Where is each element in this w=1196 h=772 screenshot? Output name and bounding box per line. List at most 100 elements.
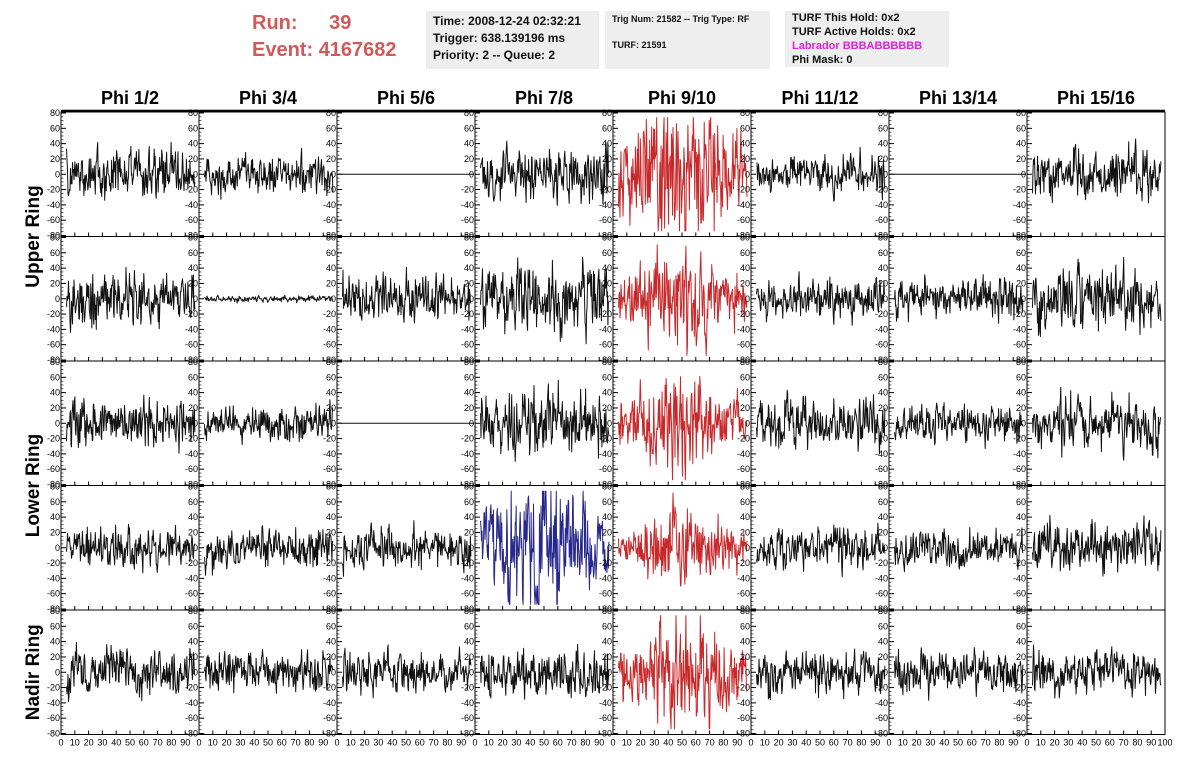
y-tick-label: 80 [188, 606, 198, 616]
y-tick-label: 40 [464, 512, 474, 522]
y-tick-label: 80 [50, 233, 60, 243]
x-tick-label: 30 [511, 738, 521, 748]
x-tick-label: 20 [774, 738, 784, 748]
waveform-panel: -80 -60 -40 -20 0 20 40 60 80 [185, 233, 338, 365]
y-tick-label: -20 [185, 185, 198, 195]
y-tick-label: -40 [47, 573, 60, 583]
x-tick-label: 60 [967, 738, 977, 748]
y-tick-label: 60 [878, 497, 888, 507]
y-tick-label: -60 [599, 464, 612, 474]
y-tick-label: -60 [599, 215, 612, 225]
y-tick-label: -40 [1013, 324, 1026, 334]
y-tick-label: 80 [878, 482, 888, 492]
waveform-panel: -80 -60 -40 -20 0 20 40 60 80 [47, 233, 200, 365]
x-tick-label: 30 [235, 738, 245, 748]
waveform-trace [204, 649, 334, 694]
y-tick-label: -60 [737, 713, 750, 723]
y-tick-label: 40 [188, 139, 198, 149]
y-tick-label: -40 [323, 449, 336, 459]
x-tick-label: 70 [429, 738, 439, 748]
y-tick-label: 20 [188, 154, 198, 164]
waveform-panel: -80 -60 -40 -20 0 20 40 60 80 [47, 482, 200, 614]
y-tick-label: -20 [1013, 309, 1026, 319]
y-tick-label: 0 [607, 294, 612, 304]
y-tick-label: 80 [188, 233, 198, 243]
y-tick-label: -80 [323, 355, 336, 365]
y-tick-label: 20 [1016, 278, 1026, 288]
x-tick-label: 10 [70, 738, 80, 748]
y-tick-label: -20 [599, 185, 612, 195]
y-tick-label: -40 [1013, 200, 1026, 210]
waveform-trace [618, 244, 748, 356]
y-tick-label: -20 [461, 434, 474, 444]
y-tick-label: -20 [185, 683, 198, 693]
y-tick-label: 20 [188, 403, 198, 413]
y-tick-label: -40 [875, 449, 888, 459]
y-tick-label: 40 [602, 139, 612, 149]
y-tick-label: 0 [331, 543, 336, 553]
panel-frame [474, 609, 614, 735]
waveform-trace [1032, 138, 1162, 204]
y-tick-label: 0 [1021, 667, 1026, 677]
column-headers: Phi 1/2 Phi 3/4 Phi 5/6 Phi 7/8 Phi 9/10 Phi … [61, 88, 1165, 113]
y-tick-label: 20 [50, 154, 60, 164]
y-tick-label: 40 [1016, 263, 1026, 273]
waveform-trace [204, 294, 333, 304]
y-tick-label: -80 [737, 604, 750, 614]
waveform-trace [342, 644, 472, 699]
y-tick-label: -80 [875, 729, 888, 739]
waveform-panel: -80 -60 -40 -20 0 20 40 60 80 [1013, 606, 1166, 739]
y-tick-label: 0 [883, 169, 888, 179]
y-tick-label: -40 [323, 324, 336, 334]
y-tick-label: -40 [875, 324, 888, 334]
y-tick-label: 40 [602, 388, 612, 398]
y-tick-label: -80 [599, 355, 612, 365]
x-tick-label: 40 [525, 738, 535, 748]
waveform-trace [894, 527, 1024, 573]
waveform-trace [204, 525, 334, 576]
y-tick-label: -20 [875, 185, 888, 195]
y-tick-label: -60 [47, 713, 60, 723]
y-tick-label: 20 [602, 403, 612, 413]
y-tick-label: 80 [464, 233, 474, 243]
y-tick-label: 0 [883, 418, 888, 428]
y-tick-label: 80 [878, 357, 888, 367]
x-tick-label: 20 [1050, 738, 1060, 748]
y-tick-label: -20 [599, 309, 612, 319]
y-tick-label: -80 [599, 480, 612, 490]
y-tick-label: -80 [323, 231, 336, 241]
y-tick-label: 80 [740, 606, 750, 616]
y-tick-label: -20 [323, 683, 336, 693]
y-tick-label: -80 [737, 355, 750, 365]
y-tick-label: 20 [878, 652, 888, 662]
y-tick-label: 40 [602, 263, 612, 273]
y-tick-label: 80 [326, 233, 336, 243]
y-tick-label: 20 [188, 652, 198, 662]
y-tick-label: -20 [737, 185, 750, 195]
y-tick-label: -40 [737, 573, 750, 583]
y-tick-label: 40 [188, 637, 198, 647]
x-tick-label: 0 [1024, 738, 1029, 748]
y-tick-label: 40 [50, 139, 60, 149]
x-tick-label: 50 [953, 738, 963, 748]
x-tick-label: 80 [304, 738, 314, 748]
x-tick-label: 60 [553, 738, 563, 748]
waveform-trace [66, 523, 196, 574]
y-tick-label: 0 [469, 418, 474, 428]
y-tick-label: -60 [47, 215, 60, 225]
waveform-trace [894, 647, 1024, 701]
y-tick-label: 40 [464, 388, 474, 398]
y-tick-label: -80 [599, 729, 612, 739]
y-tick-label: 0 [469, 294, 474, 304]
trigger-info-box: Trig Num: 21582 -- Trig Type: RF TURF: 2… [605, 11, 770, 69]
y-tick-label: 60 [878, 621, 888, 631]
column-header: Phi 9/10 [648, 88, 716, 108]
y-tick-label: -40 [185, 573, 198, 583]
turf-text: TURF: 21591 [612, 40, 667, 50]
y-tick-label: -60 [47, 340, 60, 350]
x-tick-label: 40 [111, 738, 121, 748]
y-tick-label: 80 [1016, 482, 1026, 492]
y-tick-label: 20 [602, 527, 612, 537]
y-tick-label: 0 [55, 418, 60, 428]
y-tick-label: 20 [50, 403, 60, 413]
